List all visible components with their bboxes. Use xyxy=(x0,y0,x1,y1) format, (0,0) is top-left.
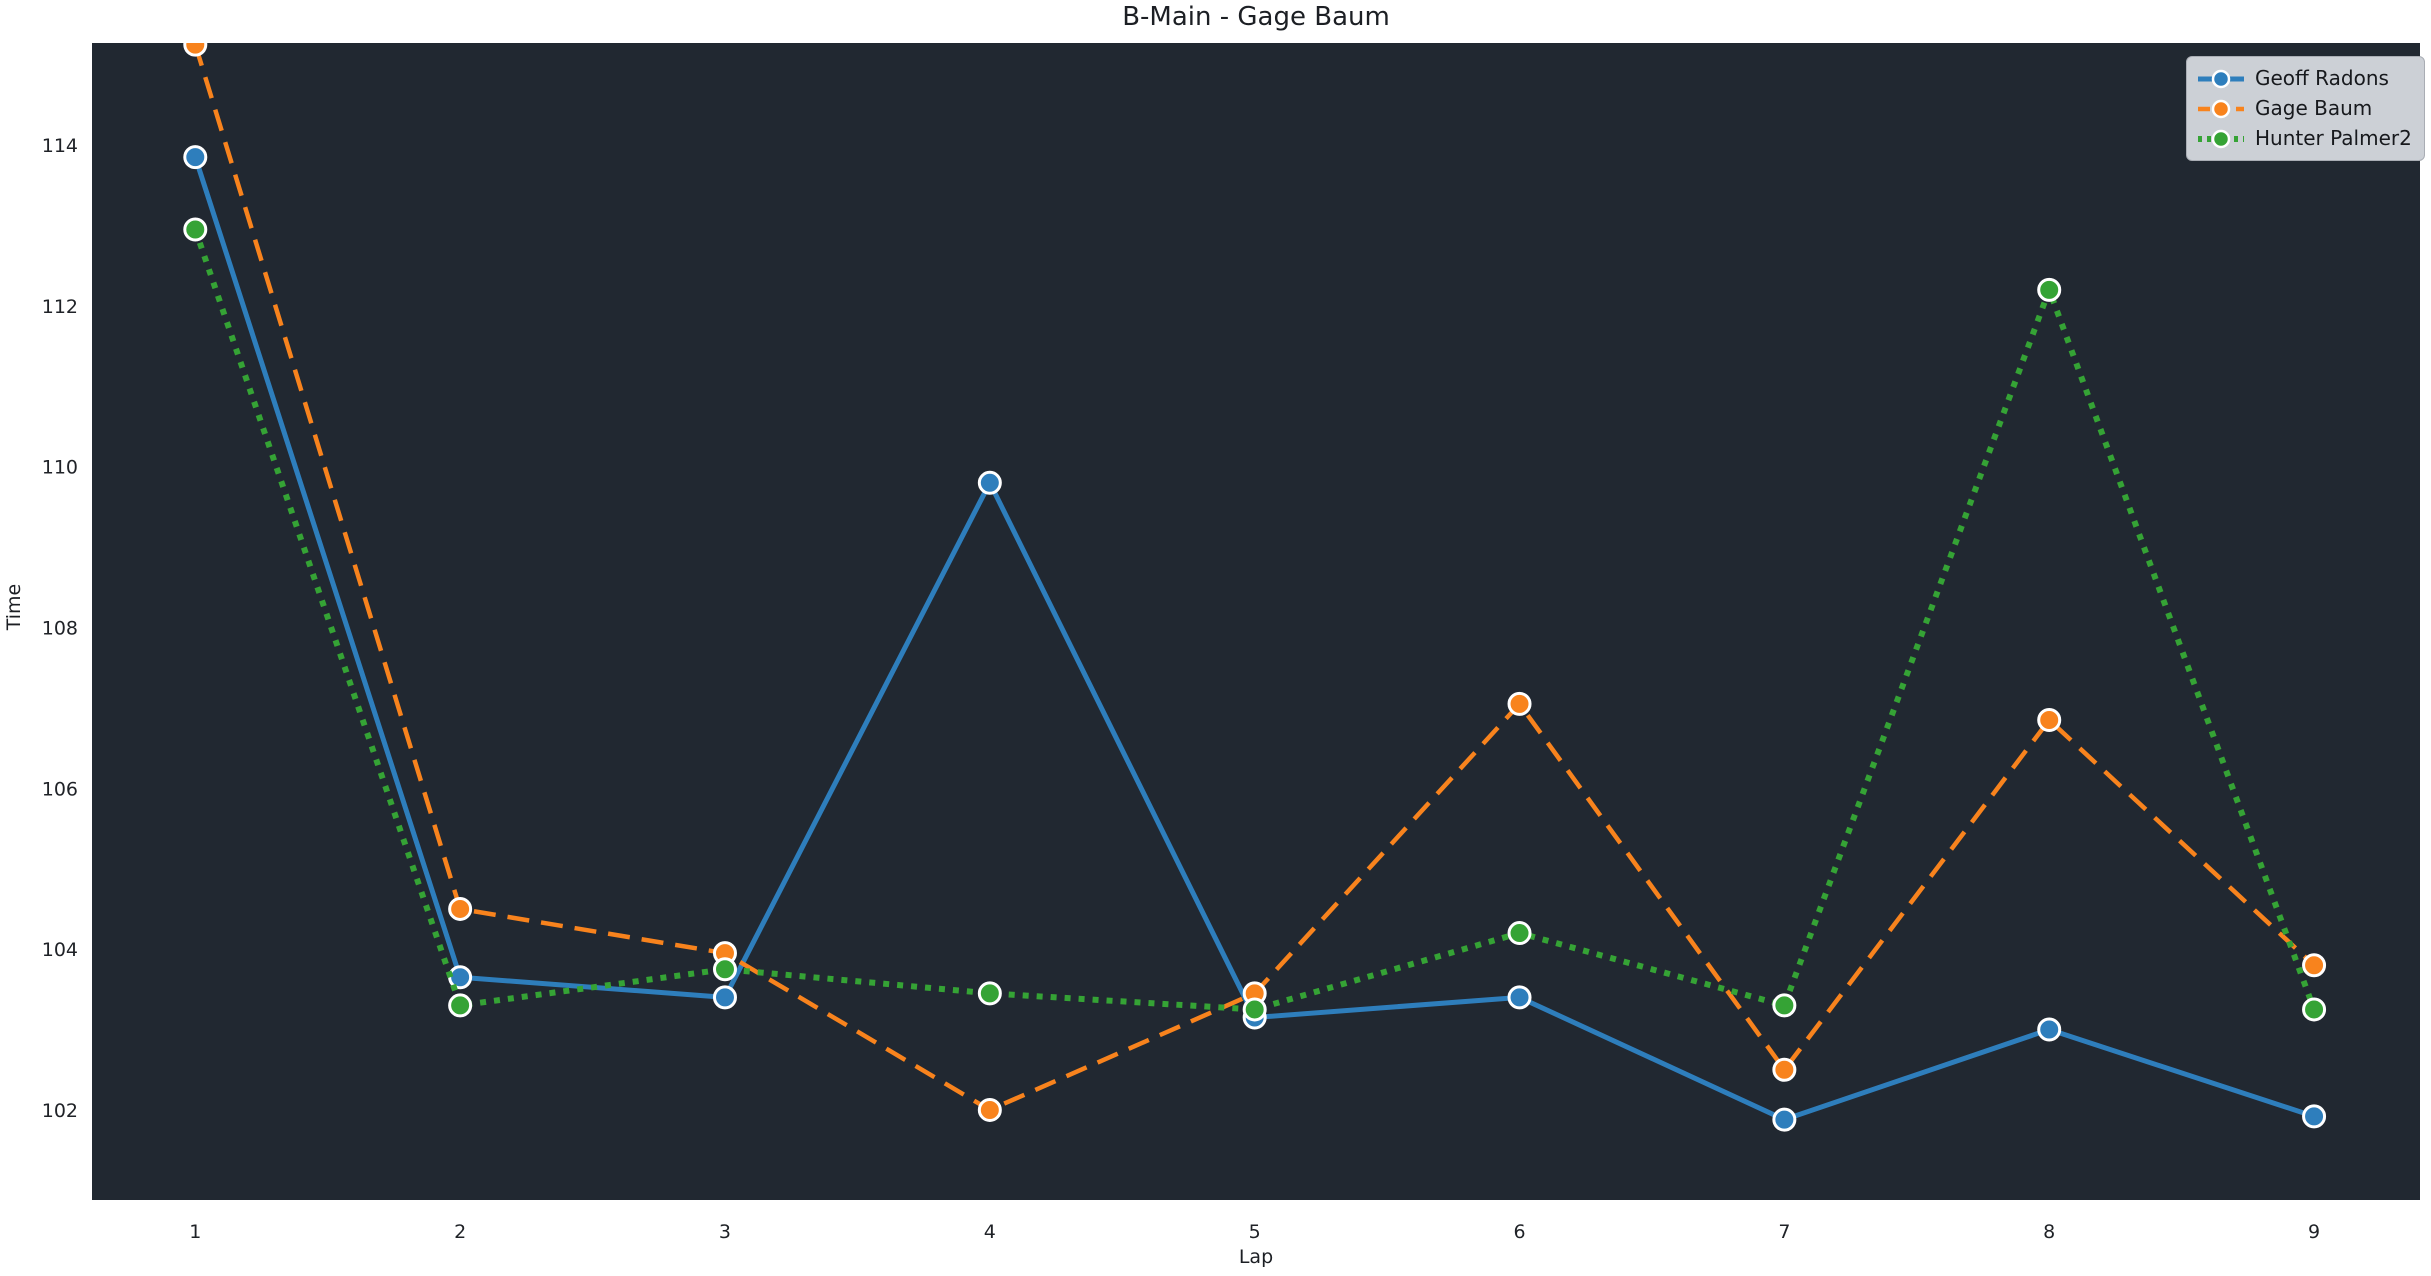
x-tick-label: 4 xyxy=(984,1221,996,1243)
x-tick-label: 8 xyxy=(2043,1221,2055,1243)
data-point xyxy=(1507,691,1532,716)
legend-entry-geoff-radons: Geoff Radons xyxy=(2197,66,2412,91)
y-tick-label: 106 xyxy=(42,778,78,800)
x-tick-label: 7 xyxy=(1778,1221,1790,1243)
legend-line-sample xyxy=(2198,99,2244,118)
legend: Geoff Radons Gage Baum Hunter Palmer2 xyxy=(2186,56,2425,161)
legend-entry-gage-baum: Gage Baum xyxy=(2197,96,2412,121)
data-point xyxy=(448,896,473,921)
data-point xyxy=(2037,277,2062,302)
y-tick-label: 104 xyxy=(42,939,78,961)
series-line-hunter-palmer2 xyxy=(192,228,2317,1013)
data-point xyxy=(1507,985,1532,1010)
y-tick-label: 112 xyxy=(42,296,78,318)
data-point xyxy=(2302,1104,2327,1129)
y-tick-label: 108 xyxy=(42,618,78,640)
data-point xyxy=(2302,953,2327,978)
data-point xyxy=(1772,993,1797,1018)
data-point xyxy=(1507,921,1532,946)
data-point xyxy=(183,217,208,242)
data-point xyxy=(2037,707,2062,732)
data-point xyxy=(1772,1057,1797,1082)
legend-label: Gage Baum xyxy=(2255,96,2373,120)
data-point xyxy=(712,957,737,982)
data-point xyxy=(448,965,473,990)
data-point xyxy=(183,145,208,170)
legend-label: Geoff Radons xyxy=(2255,66,2389,90)
data-point xyxy=(712,985,737,1010)
data-point xyxy=(2037,1017,2062,1042)
data-point xyxy=(1242,997,1267,1022)
data-point xyxy=(183,43,208,57)
data-point xyxy=(977,1097,1002,1122)
x-axis-label: Lap xyxy=(1238,1246,1274,1268)
legend-line-sample xyxy=(2198,69,2244,88)
x-tick-label: 1 xyxy=(189,1221,201,1243)
data-point xyxy=(2302,997,2327,1022)
data-point xyxy=(1772,1107,1797,1132)
y-axis-label: Time xyxy=(3,583,25,631)
y-tick-label: 102 xyxy=(42,1100,78,1122)
x-tick-label: 5 xyxy=(1249,1221,1261,1243)
x-tick-label: 3 xyxy=(719,1221,731,1243)
legend-entry-hunter-palmer2: Hunter Palmer2 xyxy=(2197,126,2412,151)
y-tick-label: 110 xyxy=(42,457,78,479)
data-point xyxy=(977,470,1002,495)
legend-line-sample xyxy=(2198,129,2244,148)
legend-label: Hunter Palmer2 xyxy=(2255,126,2412,150)
y-tick-label: 114 xyxy=(42,135,78,157)
x-tick-label: 2 xyxy=(454,1221,466,1243)
chart-title: B-Main - Gage Baum xyxy=(1122,2,1390,32)
data-point xyxy=(977,981,1002,1006)
x-tick-label: 9 xyxy=(2308,1221,2320,1243)
x-tick-label: 6 xyxy=(1513,1221,1525,1243)
data-point xyxy=(448,993,473,1018)
